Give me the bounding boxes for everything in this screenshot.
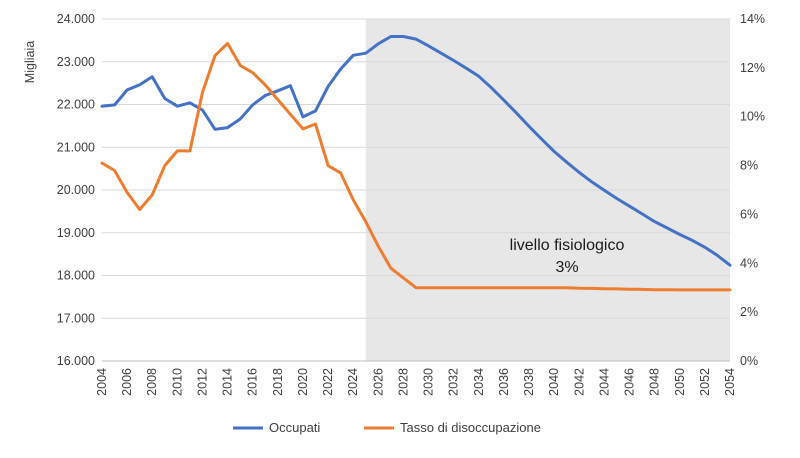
x-tick-label: 2018 (271, 368, 285, 396)
x-tick-label: 2048 (648, 368, 662, 396)
y-right-tick-label: 12% (740, 61, 765, 75)
x-tick-label: 2038 (522, 368, 536, 396)
x-tick-label: 2004 (95, 368, 109, 396)
y-right-tick-label: 4% (740, 256, 758, 270)
x-tick-label: 2020 (296, 368, 310, 396)
series-line-tasso-disoccupazione (100, 41, 732, 292)
legend-label-tasso: Tasso di disoccupazione (400, 420, 541, 435)
y-left-tick-label: 23.000 (57, 55, 95, 69)
x-tick-label: 2050 (673, 368, 687, 396)
y-left-tick-label: 22.000 (57, 98, 95, 112)
x-tick-label: 2032 (447, 368, 461, 396)
y-right-tick-label: 8% (740, 159, 758, 173)
y-left-tick-label: 19.000 (57, 226, 95, 240)
y-left-tick-label: 16.000 (57, 354, 95, 368)
x-tick-label: 2016 (246, 368, 260, 396)
y-right-tick-label: 0% (740, 354, 758, 368)
annotation-line-2: 3% (555, 259, 578, 276)
y-right-tick-label: 6% (740, 207, 758, 221)
x-tick-label: 2040 (547, 368, 561, 396)
x-tick-label: 2024 (346, 368, 360, 396)
y-axis-left-label: Migliaia (23, 41, 37, 83)
x-tick-label: 2028 (396, 368, 410, 396)
axes: 16.000 17.000 18.000 19.000 20.000 21.000 22.0… (57, 12, 765, 396)
x-tick-label: 2044 (597, 368, 611, 396)
series-line-occupati (100, 35, 732, 267)
y-left-tick-label: 21.000 (57, 140, 95, 154)
y-right-tick-label: 14% (740, 12, 765, 26)
series-lines (100, 35, 732, 292)
x-tick-label: 2046 (623, 368, 637, 396)
x-tick-label: 2036 (497, 368, 511, 396)
legend-label-occupati: Occupati (269, 420, 320, 435)
annotation-line-1: livello fisiologico (510, 237, 625, 254)
x-tick-label: 2042 (572, 368, 586, 396)
x-tick-label: 2034 (472, 368, 486, 396)
x-tick-label: 2026 (371, 368, 385, 396)
x-tick-label: 2008 (145, 368, 159, 396)
y-right-tick-label: 2% (740, 305, 758, 319)
x-tick-label: 2014 (221, 368, 235, 396)
x-tick-label: 2052 (698, 368, 712, 396)
legend: Occupati Tasso di disoccupazione (233, 420, 541, 435)
y-left-tick-label: 18.000 (57, 269, 95, 283)
x-tick-label: 2054 (723, 368, 737, 396)
x-tick-label: 2006 (120, 368, 134, 396)
y-left-tick-label: 20.000 (57, 183, 95, 197)
y-right-tick-label: 10% (740, 110, 765, 124)
legend-item-occupati[interactable]: Occupati (233, 420, 320, 435)
x-tick-label: 2010 (170, 368, 184, 396)
x-tick-label: 2022 (321, 368, 335, 396)
y-left-tick-label: 17.000 (57, 311, 95, 325)
x-tick-label: 2012 (195, 368, 209, 396)
x-tick-label: 2030 (422, 368, 436, 396)
legend-item-tasso[interactable]: Tasso di disoccupazione (364, 420, 541, 435)
y-left-tick-label: 24.000 (57, 12, 95, 26)
